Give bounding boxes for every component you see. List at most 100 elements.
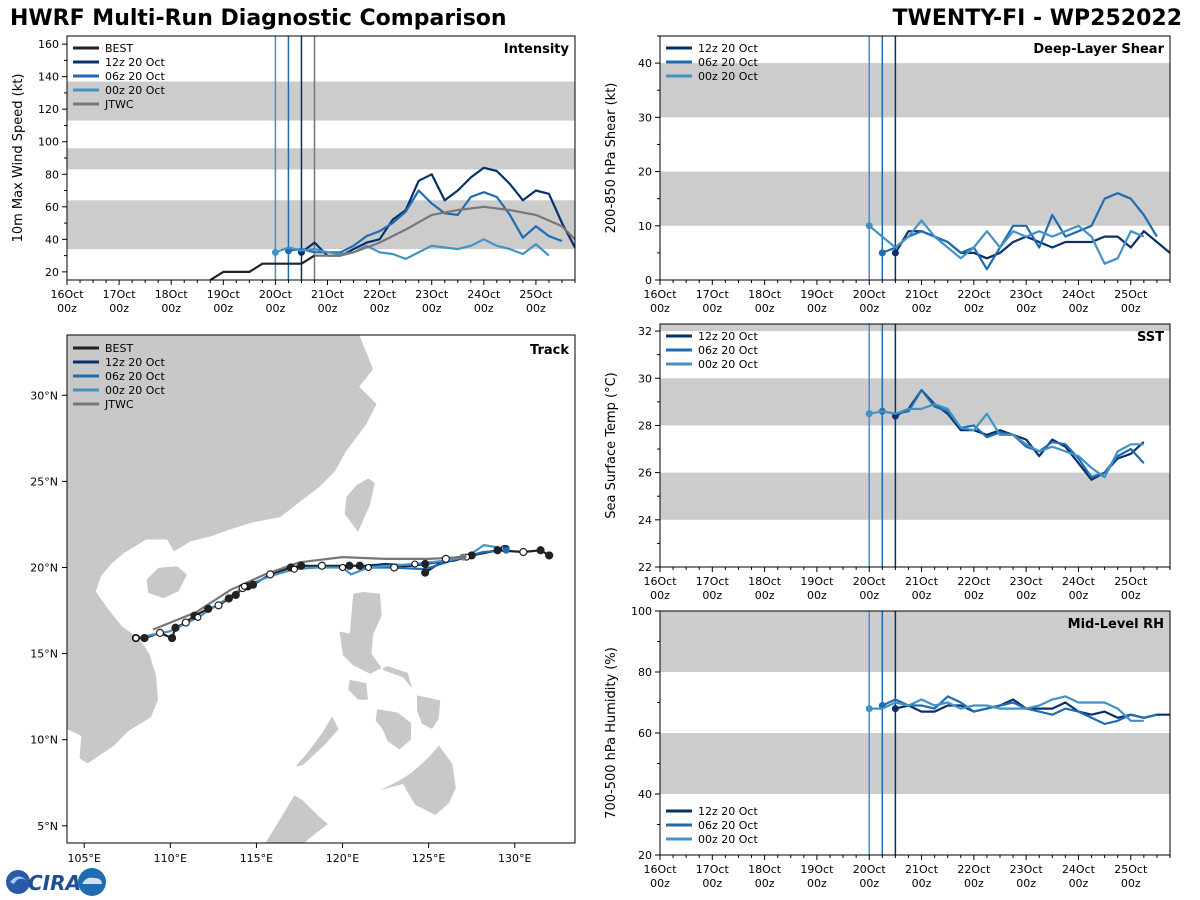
rh-legend-label-06z-20-oct: 06z 20 Oct	[698, 819, 758, 832]
track-end-06z-20-oct	[502, 546, 510, 554]
storm-title: TWENTY-FI - WP252022	[892, 6, 1182, 31]
rh-init-dot-12z-20-oct	[891, 705, 899, 713]
intensity-xtick-label-22oct: 22Oct	[363, 288, 397, 301]
shear-init-dot-12z-20-oct	[891, 249, 899, 257]
shear-xtick-label-21oct: 21Oct	[905, 288, 939, 301]
track-point-best	[155, 628, 165, 638]
intensity-ytick-label-60: 60	[45, 201, 59, 214]
sst-xtick-label-21oct: 21Oct	[905, 575, 939, 588]
rh-series-12z-20-oct	[895, 698, 1170, 719]
track-ytick-label-25: 25°N	[30, 475, 58, 488]
land-taiwan	[343, 477, 376, 534]
rh-init-dot-00z-20-oct	[865, 705, 873, 713]
rh-xtick-sublabel-16oct: 00z	[650, 877, 670, 890]
shear-xtick-sublabel-21oct: 00z	[912, 302, 932, 315]
track-point-00z	[364, 563, 372, 571]
rh-ytick-label-40: 40	[638, 788, 652, 801]
sst-xtick-sublabel-21oct: 00z	[912, 589, 932, 602]
track-ytick-label-5: 5°N	[37, 820, 58, 833]
shear-series-06z-20-oct	[881, 192, 1158, 271]
track-point-best	[266, 570, 275, 579]
shear-xtick-label-22oct: 22Oct	[957, 288, 991, 301]
track-point-00z	[240, 582, 248, 590]
shear-xtick-label-16oct: 16Oct	[643, 288, 677, 301]
track-point-best	[536, 546, 545, 555]
intensity-xtick-label-23oct: 23Oct	[415, 288, 449, 301]
sst-ylabel: Sea Surface Temp (°C)	[604, 372, 619, 519]
shear-xtick-sublabel-17oct: 00z	[702, 302, 722, 315]
sst-xtick-label-19oct: 19Oct	[800, 575, 834, 588]
track-point-best	[214, 601, 223, 610]
track-legend-label-06z-20-oct: 06z 20 Oct	[105, 370, 165, 383]
sst-legend-label-12z-20-oct: 12z 20 Oct	[698, 330, 758, 343]
rh-series-00z-20-oct	[869, 695, 1144, 722]
intensity-band-1	[67, 148, 575, 170]
rh-xtick-sublabel-18oct: 00z	[755, 877, 775, 890]
shear-legend-label-06z-20-oct: 06z 20 Oct	[698, 56, 758, 69]
track-legend-label-12z-20-oct: 12z 20 Oct	[105, 356, 165, 369]
shear-series-00z-20-oct	[868, 219, 1145, 265]
shear-frame	[659, 35, 1171, 281]
intensity-xtick-sublabel-19oct: 00z	[213, 302, 233, 315]
land-borneo	[264, 794, 330, 843]
intensity-init-dot-00z-20-oct	[271, 248, 279, 256]
shear-xtick-sublabel-23oct: 00z	[1016, 302, 1036, 315]
land-hainan	[145, 565, 188, 599]
shear-legend-label-12z-20-oct: 12z 20 Oct	[698, 42, 758, 55]
intensity-xtick-sublabel-18oct: 00z	[161, 302, 181, 315]
track-point-best	[441, 554, 450, 563]
rh-xtick-sublabel-20oct: 00z	[859, 877, 879, 890]
track-frame	[66, 334, 576, 844]
track-ytick-label-15: 15°N	[30, 648, 58, 661]
rh-band-0	[660, 733, 1170, 794]
rh-xtick-label-23oct: 23Oct	[1010, 863, 1044, 876]
sst-xtick-sublabel-18oct: 00z	[755, 589, 775, 602]
sst-ytick-label-22: 22	[638, 561, 652, 574]
sst-frame	[659, 323, 1171, 568]
shear-xtick-sublabel-16oct: 00z	[650, 302, 670, 315]
track-point-00z	[290, 565, 298, 573]
sst-band-0	[660, 472, 1170, 520]
shear-xtick-label-25oct: 25Oct	[1114, 288, 1148, 301]
track-point-best	[171, 623, 180, 632]
intensity-series-00z-20-oct	[275, 238, 550, 260]
rh-xtick-sublabel-25oct: 00z	[1121, 877, 1141, 890]
track-xtick-label-120: 120°E	[326, 852, 359, 865]
intensity-legend-label-12z-20-oct: 12z 20 Oct	[105, 56, 165, 69]
land-visayas-central	[374, 708, 412, 751]
rh-ytick-label-100: 100	[631, 605, 652, 618]
track-point-best	[167, 633, 177, 643]
shear-xtick-sublabel-18oct: 00z	[755, 302, 775, 315]
shear-band-1	[660, 63, 1170, 118]
track-point-00z	[194, 613, 202, 621]
intensity-band-2	[67, 81, 575, 121]
shear-xtick-label-17oct: 17Oct	[696, 288, 730, 301]
track-point-00z	[411, 560, 419, 568]
rh-title: Mid-Level RH	[1068, 617, 1164, 632]
sst-xtick-sublabel-23oct: 00z	[1016, 589, 1036, 602]
track-xtick-label-105: 105°E	[67, 852, 100, 865]
rh-ytick-label-20: 20	[638, 849, 652, 862]
logo-cloud	[82, 877, 102, 884]
track-ytick-label-10: 10°N	[30, 734, 58, 747]
intensity-xtick-label-18oct: 18Oct	[155, 288, 189, 301]
sst-xtick-sublabel-22oct: 00z	[964, 589, 984, 602]
rh-xtick-sublabel-23oct: 00z	[1016, 877, 1036, 890]
intensity-xtick-sublabel-17oct: 00z	[109, 302, 129, 315]
shear-ytick-label-30: 30	[638, 111, 652, 124]
rh-legend-label-00z-20-oct: 00z 20 Oct	[698, 833, 758, 846]
shear-ytick-label-20: 20	[638, 166, 652, 179]
cira-logo: CIRA	[6, 868, 106, 896]
sst-xtick-sublabel-17oct: 00z	[702, 589, 722, 602]
track-point-best	[181, 618, 190, 627]
shear-legend-label-00z-20-oct: 00z 20 Oct	[698, 70, 758, 83]
sst-ytick-label-24: 24	[638, 514, 652, 527]
intensity-xtick-label-21oct: 21Oct	[311, 288, 345, 301]
land-palawan	[293, 714, 340, 768]
land-luzon	[338, 591, 414, 690]
track-ytick-label-30: 30°N	[30, 389, 58, 402]
shear-ytick-label-10: 10	[638, 220, 652, 233]
rh-legend-label-12z-20-oct: 12z 20 Oct	[698, 805, 758, 818]
shear-xtick-sublabel-25oct: 00z	[1121, 302, 1141, 315]
logo-text: CIRA	[28, 871, 81, 895]
